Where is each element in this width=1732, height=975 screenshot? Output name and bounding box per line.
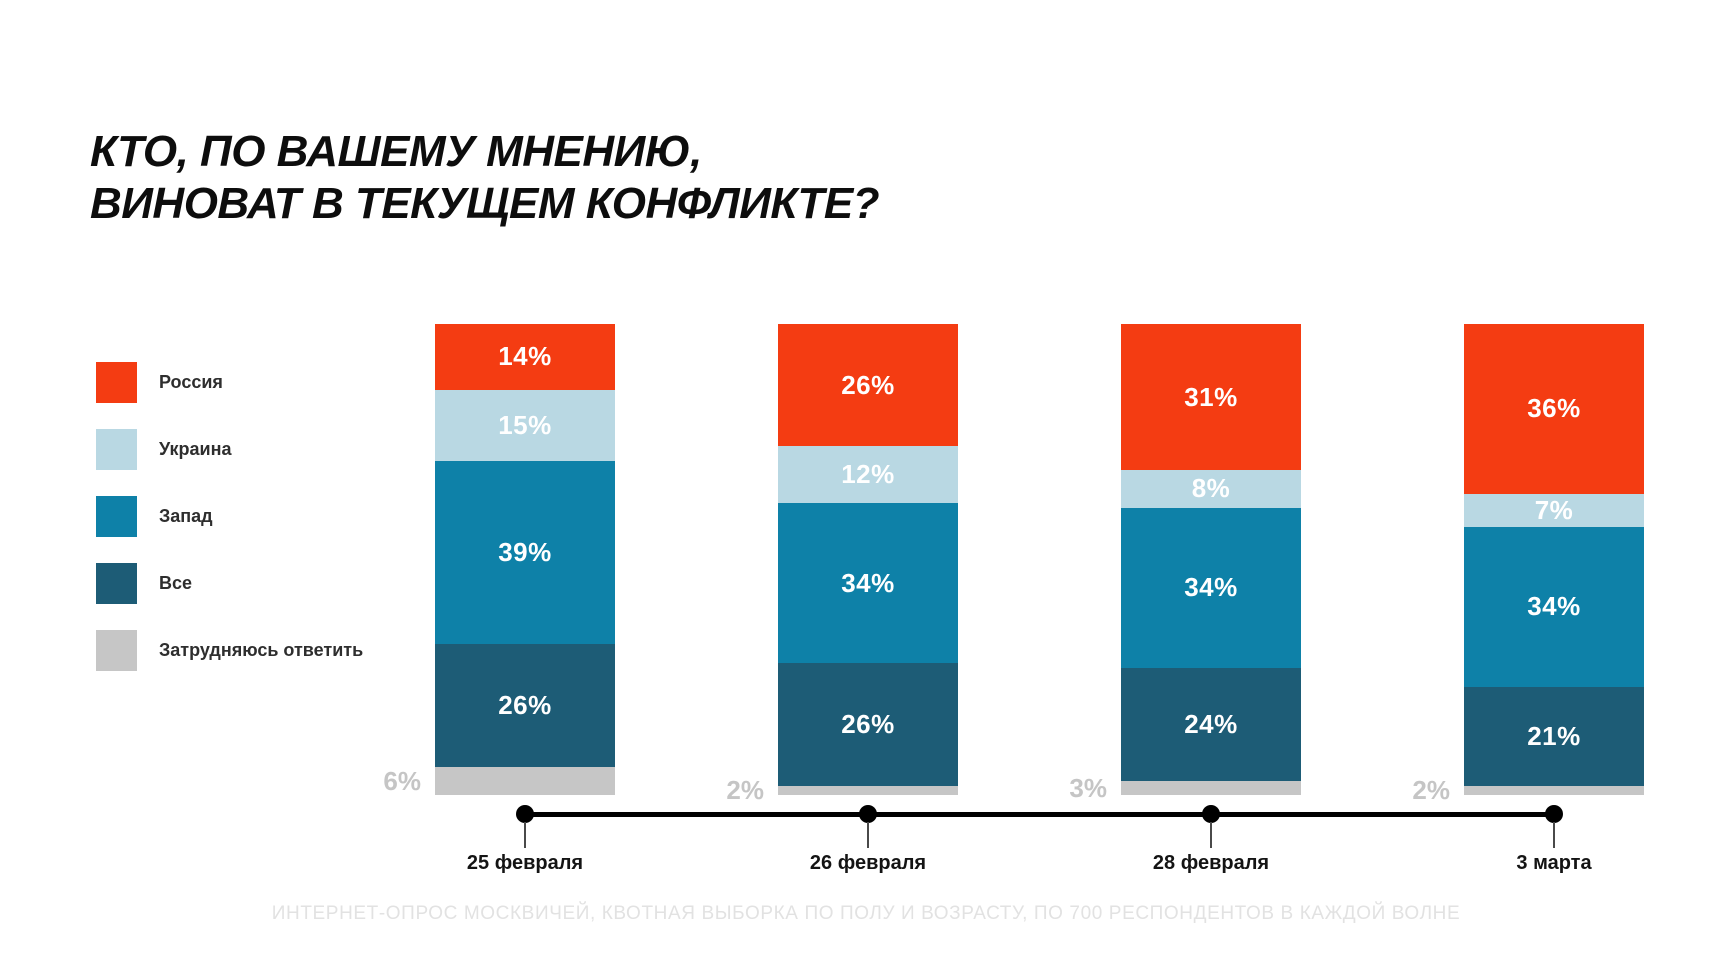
segment-value-label: 34% [841, 567, 895, 598]
legend-item-west: Запад [96, 496, 363, 537]
russia-swatch [96, 362, 137, 403]
stacked-bar-4: 36% 7% 34% 21% [1464, 324, 1644, 795]
undecided-value-label: 2% [1412, 775, 1450, 806]
timeline-dot-1 [516, 805, 534, 823]
segment-value-label: 15% [498, 409, 552, 440]
ukraine-swatch [96, 429, 137, 470]
timeline-line [525, 812, 1554, 817]
segment-west: 34% [1121, 507, 1301, 668]
segment-west: 39% [435, 460, 615, 645]
segment-value-label: 24% [1184, 708, 1238, 739]
segment-undecided [1464, 785, 1644, 795]
segment-value-label: 14% [498, 341, 552, 372]
chart-title-line1: КТО, ПО ВАШЕМУ МНЕНИЮ, [90, 127, 702, 176]
stacked-bar-3: 31% 8% 34% 24% [1121, 324, 1301, 795]
timeline-tick-3 [1210, 822, 1212, 848]
timeline-dot-4 [1545, 805, 1563, 823]
timeline-dot-2 [859, 805, 877, 823]
segment-value-label: 39% [498, 536, 552, 567]
segment-everyone: 26% [435, 644, 615, 767]
segment-ukraine: 8% [1121, 470, 1301, 508]
legend-item-everyone: Все [96, 563, 363, 604]
legend-label-russia: Россия [159, 372, 223, 392]
segment-undecided [778, 785, 958, 795]
legend-item-russia: Россия [96, 362, 363, 403]
segment-value-label: 21% [1527, 720, 1581, 751]
segment-value-label: 31% [1184, 381, 1238, 412]
segment-russia: 14% [435, 324, 615, 390]
legend-item-undecided: Затрудняюсь ответить [96, 630, 363, 671]
legend-label-everyone: Все [159, 573, 193, 593]
west-swatch [96, 496, 137, 537]
chart-title: КТО, ПО ВАШЕМУ МНЕНИЮ, ВИНОВАТ В ТЕКУЩЕМ … [90, 126, 880, 230]
segment-russia: 26% [778, 324, 958, 447]
date-label-2: 26 февраля [809, 852, 927, 874]
segment-value-label: 34% [1184, 572, 1238, 603]
legend-label-undecided: Затрудняюсь ответить [159, 640, 364, 660]
timeline-tick-1 [524, 822, 526, 848]
segment-ukraine: 15% [435, 389, 615, 461]
segment-undecided [1121, 780, 1301, 795]
undecided-value-label: 3% [1069, 772, 1107, 803]
legend-label-west: Запад [159, 506, 213, 526]
timeline-dot-3 [1202, 805, 1220, 823]
segment-value-label: 26% [498, 689, 552, 720]
segment-russia: 31% [1121, 324, 1301, 470]
segment-undecided [435, 766, 615, 795]
segment-west: 34% [1464, 526, 1644, 687]
methodology-footnote: ИНТЕРНЕТ-ОПРОС МОСКВИЧЕЙ, КВОТНАЯ ВЫБОРК… [271, 903, 1461, 924]
legend-label-ukraine: Украина [159, 439, 232, 459]
segment-everyone: 26% [778, 663, 958, 786]
segment-value-label: 12% [841, 459, 895, 490]
chart-title-line2: ВИНОВАТ В ТЕКУЩЕМ КОНФЛИКТЕ? [90, 179, 880, 228]
segment-value-label: 34% [1527, 591, 1581, 622]
undecided-value-label: 2% [726, 775, 764, 806]
date-label-1: 25 февраля [466, 852, 584, 874]
undecided-swatch [96, 630, 137, 671]
segment-value-label: 8% [1191, 473, 1231, 504]
segment-value-label: 26% [841, 708, 895, 739]
segment-value-label: 26% [841, 369, 895, 400]
segment-everyone: 21% [1464, 686, 1644, 786]
segment-everyone: 24% [1121, 667, 1301, 781]
segment-west: 34% [778, 502, 958, 664]
stacked-bar-1: 14% 15% 39% 26% [435, 324, 615, 795]
segment-ukraine: 7% [1464, 493, 1644, 527]
segment-russia: 36% [1464, 324, 1644, 494]
stacked-bar-2: 26% 12% 34% 26% [778, 324, 958, 795]
segment-value-label: 7% [1534, 494, 1574, 525]
date-label-3: 28 февраля [1152, 852, 1270, 874]
timeline-tick-2 [867, 822, 869, 848]
segment-ukraine: 12% [778, 446, 958, 503]
legend: Россия Украина Запад Все Затрудняюсь ответит… [96, 362, 363, 697]
timeline-tick-4 [1553, 822, 1555, 848]
date-label-4: 3 марта [1516, 852, 1592, 874]
undecided-value-label: 6% [383, 765, 421, 796]
legend-item-ukraine: Украина [96, 429, 363, 470]
segment-value-label: 36% [1527, 393, 1581, 424]
everyone-swatch [96, 563, 137, 604]
